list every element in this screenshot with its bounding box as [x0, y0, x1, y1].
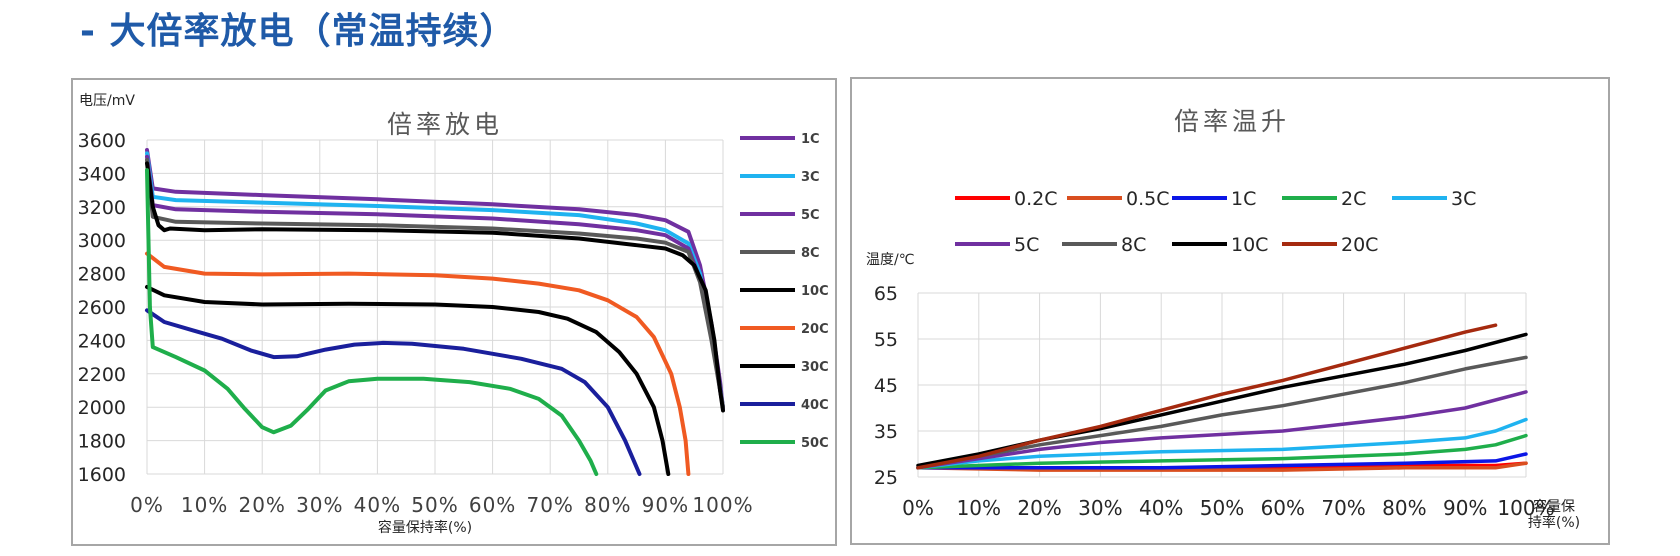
temperature-chart: 0% 10% 20% 30% 40% 50% 60% 70% 80% 90% 100% 25 35 45 5… — [866, 107, 1580, 531]
x-tick-label: 100% — [1497, 496, 1554, 520]
series-line-8c — [916, 355, 1528, 470]
legend-label-10c: 10C — [801, 284, 829, 299]
series-line-1c — [916, 452, 1528, 470]
y-tick-label: 2600 — [78, 297, 126, 319]
y-tick-label: 2200 — [78, 364, 126, 386]
temperature-chart-panel: 0% 10% 20% 30% 40% 50% 60% 70% 80% 90% 100% 25 35 45 5… — [850, 77, 1610, 545]
legend-label-50c: 50C — [801, 436, 829, 451]
legend-label-20c: 20C — [801, 322, 829, 337]
legend-label-0_2c: 0.2C — [1014, 188, 1057, 210]
x-tick-label: 60% — [469, 493, 516, 517]
legend-label-40c: 40C — [801, 398, 829, 413]
discharge-chart-panel: 0% 10% 20% 30% 40% 50% 60% 70% 80% 90% 100% 1600 180… — [71, 78, 837, 546]
x-tick-label: 30% — [296, 493, 343, 517]
x-tick-label: 80% — [1382, 496, 1426, 520]
x-tick-label: 60% — [1261, 496, 1305, 520]
y-axis-label: 电压/mV — [79, 93, 135, 109]
x-tick-label: 50% — [411, 493, 458, 517]
legend-label-2c: 2C — [1341, 188, 1366, 210]
legend-label-5c: 5C — [1014, 234, 1039, 256]
y-tick-label: 2400 — [78, 330, 126, 352]
y-tick-label: 3600 — [78, 130, 126, 152]
x-tick-label: 100% — [692, 493, 753, 517]
series-line-3c — [916, 417, 1528, 470]
x-tick-label: 70% — [1321, 496, 1365, 520]
y-tick-label: 3000 — [78, 230, 126, 252]
y-tick-label: 25 — [874, 467, 898, 489]
series-line-20c — [916, 323, 1498, 470]
x-tick-label: 90% — [1443, 496, 1487, 520]
legend-label-5c: 5C — [801, 208, 820, 223]
y-tick-label: 35 — [874, 421, 898, 443]
x-tick-label: 20% — [238, 493, 285, 517]
x-tick-label: 20% — [1017, 496, 1061, 520]
y-tick-label: 55 — [874, 329, 898, 351]
x-tick-label: 30% — [1078, 496, 1122, 520]
x-tick-label: 70% — [526, 493, 573, 517]
x-tick-label: 0% — [130, 493, 164, 517]
y-tick-label: 65 — [874, 283, 898, 305]
x-tick-label: 0% — [902, 496, 934, 520]
chart-title: 倍率温升 — [1174, 107, 1290, 136]
y-tick-label: 3400 — [78, 163, 126, 185]
discharge-chart: 0% 10% 20% 30% 40% 50% 60% 70% 80% 90% 100% 1600 180… — [78, 93, 829, 536]
legend-label-3c: 3C — [801, 170, 820, 185]
x-tick-label: 10% — [957, 496, 1001, 520]
legend-label-20c: 20C — [1341, 234, 1378, 256]
x-axis-label-line: 持率(%) — [1528, 514, 1580, 531]
series-line-30c — [145, 285, 671, 476]
x-tick-label: 90% — [642, 493, 689, 517]
x-tick-label: 40% — [354, 493, 401, 517]
y-tick-label: 3200 — [78, 197, 126, 219]
legend-label-30c: 30C — [801, 360, 829, 375]
legend-label-1c: 1C — [1231, 188, 1256, 210]
series-line-2c — [916, 433, 1528, 470]
page-title: - 大倍率放电（常温持续） — [80, 11, 517, 52]
legend-label-1c: 1C — [801, 132, 820, 147]
x-axis-label-line: 容量保 — [1533, 498, 1575, 515]
legend-label-10c: 10C — [1231, 234, 1268, 256]
y-tick-label: 1600 — [78, 464, 126, 486]
x-tick-label: 50% — [1200, 496, 1244, 520]
legend-label-0_5c: 0.5C — [1126, 188, 1169, 210]
series-line-10c — [145, 161, 725, 413]
y-tick-label: 45 — [874, 375, 898, 397]
x-tick-label: 80% — [584, 493, 631, 517]
y-tick-label: 1800 — [78, 431, 126, 453]
chart-title: 倍率放电 — [387, 110, 503, 139]
legend-label-8c: 8C — [1121, 234, 1146, 256]
series-line-40c — [145, 308, 642, 476]
series-line-50c — [145, 168, 599, 476]
y-tick-label: 2000 — [78, 397, 126, 419]
series-line-20c — [145, 251, 691, 476]
x-tick-label: 10% — [181, 493, 228, 517]
x-tick-label: 40% — [1139, 496, 1183, 520]
legend-label-8c: 8C — [801, 246, 820, 261]
series-line-5c — [916, 390, 1528, 470]
x-axis-label: 容量保持率(%) — [378, 519, 472, 536]
legend-label-3c: 3C — [1451, 188, 1476, 210]
y-axis-label: 温度/℃ — [866, 252, 914, 268]
y-tick-label: 2800 — [78, 264, 126, 286]
series-line-0_5c — [916, 461, 1528, 472]
